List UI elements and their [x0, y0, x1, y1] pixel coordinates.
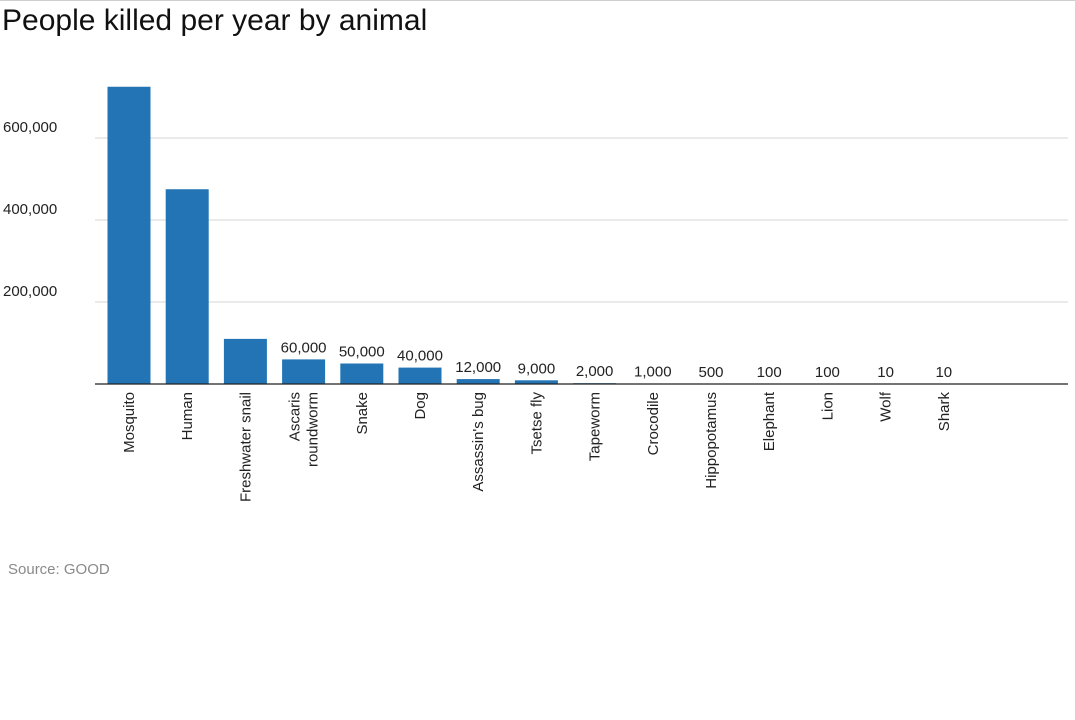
x-tick-label: Human — [179, 392, 196, 440]
data-label: 1,000 — [634, 364, 672, 381]
x-tick-label-line: Snake — [354, 392, 371, 435]
x-tick-label: Snake — [354, 392, 371, 435]
x-tick-labels: Mosquito Human Freshwater snail Ascaris roun… — [121, 391, 953, 502]
bar — [514, 380, 558, 384]
bar — [282, 359, 326, 384]
x-tick-label-line: Tsetse fly — [528, 392, 545, 455]
x-tick-label-line: Shark — [936, 392, 953, 432]
data-label: 60,000 — [281, 339, 327, 356]
bars — [107, 86, 966, 384]
x-tick-label: Shark — [936, 392, 953, 432]
x-tick-label-line: Tapeworm — [587, 392, 604, 461]
x-tick-label: Lion — [819, 392, 836, 420]
data-label: 100 — [757, 364, 782, 381]
x-tick-label-line: Mosquito — [121, 392, 138, 453]
data-label: 9,000 — [518, 360, 556, 377]
x-tick-label: Hippopotamus — [703, 392, 720, 489]
bar — [398, 367, 442, 384]
data-label: 10 — [935, 364, 952, 381]
bar — [223, 338, 267, 384]
x-tick-label: Ascaris roundworm — [287, 392, 322, 467]
x-tick-label: Freshwater snail — [237, 392, 254, 502]
x-tick-label-line: Elephant — [761, 391, 778, 451]
x-tick-label-line: Assassin's bug — [470, 392, 487, 492]
y-tick-labels: 200,000 400,000 600,000 — [3, 119, 57, 300]
data-label: 50,000 — [339, 344, 385, 361]
y-tick-label: 400,000 — [3, 201, 57, 218]
x-tick-label: Crocodile — [645, 392, 662, 455]
x-tick-label-line: Ascaris — [287, 392, 304, 441]
bar — [340, 363, 384, 384]
data-label: 12,000 — [455, 359, 501, 376]
x-tick-label-line: Freshwater snail — [237, 392, 254, 502]
source-note: Source: GOOD — [8, 561, 110, 578]
top-rule — [0, 0, 1075, 1]
bar — [456, 379, 500, 384]
x-tick-label: Tapeworm — [587, 392, 604, 461]
chart-title: People killed per year by animal — [2, 4, 428, 37]
x-tick-label-line: Lion — [819, 392, 836, 420]
x-tick-label: Wolf — [878, 391, 895, 422]
bar — [107, 86, 151, 384]
x-tick-label-line: Crocodile — [645, 392, 662, 455]
x-tick-label-line: Dog — [412, 392, 429, 420]
x-tick-label-line: Hippopotamus — [703, 392, 720, 489]
data-labels: 60,000 50,000 40,000 12,000 9,000 2,000 1,000 5… — [281, 339, 952, 381]
x-tick-label-line: Wolf — [878, 391, 895, 422]
y-tick-label: 200,000 — [3, 283, 57, 300]
data-label: 40,000 — [397, 348, 443, 365]
x-tick-label: Mosquito — [121, 392, 138, 453]
x-tick-label: Elephant — [761, 391, 778, 451]
data-label: 500 — [698, 364, 723, 381]
x-tick-label-line: Human — [179, 392, 196, 440]
x-tick-label: Dog — [412, 392, 429, 420]
x-tick-label: Assassin's bug — [470, 392, 487, 492]
y-tick-label: 600,000 — [3, 119, 57, 136]
bar — [165, 189, 209, 384]
x-tick-label-line: roundworm — [305, 392, 322, 467]
x-tick-label: Tsetse fly — [528, 392, 545, 455]
data-label: 10 — [877, 364, 894, 381]
data-label: 2,000 — [576, 363, 614, 380]
data-label: 100 — [815, 364, 840, 381]
gridlines — [95, 137, 1068, 303]
